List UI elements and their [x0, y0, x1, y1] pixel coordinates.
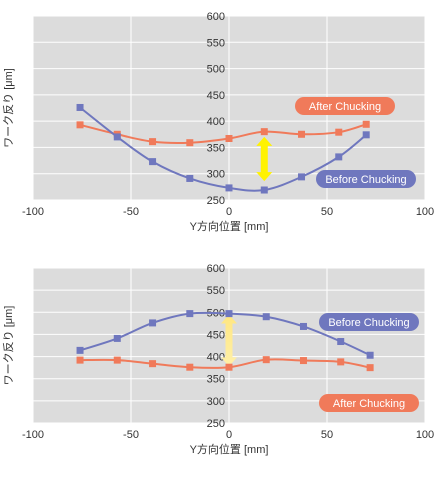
data-point-after-chucking [76, 356, 84, 364]
y-tick-label: 600 [207, 11, 225, 23]
x-tick-label: -100 [22, 429, 44, 441]
data-point-after-chucking [76, 121, 84, 129]
y-tick-label: 300 [207, 396, 225, 408]
data-point-after-chucking [337, 358, 345, 366]
data-point-after-chucking [225, 363, 233, 371]
y-tick-label: 550 [207, 285, 225, 297]
y-tick-label: 350 [207, 374, 225, 386]
data-point-after-chucking [149, 360, 157, 368]
y-tick-label: 400 [207, 352, 225, 364]
data-point-after-chucking [362, 120, 370, 128]
data-point-after-chucking [186, 139, 194, 147]
x-tick-label: 100 [416, 429, 434, 441]
y-tick-label: 400 [207, 116, 225, 128]
data-point-before-chucking [366, 351, 374, 359]
data-point-after-chucking [262, 356, 270, 364]
x-axis-label: Y方向位置 [mm] [190, 442, 269, 456]
data-point-before-chucking [113, 334, 121, 342]
data-point-before-chucking [362, 131, 370, 139]
x-tick-label: -50 [123, 429, 139, 441]
data-point-before-chucking [149, 319, 157, 327]
data-point-before-chucking [186, 174, 194, 182]
double-arrow [256, 136, 273, 182]
chart-1: 250 300 350 400 450 500 550 600 -100 -50 0 50 100 Y方向… [2, 11, 434, 233]
data-point-after-chucking [366, 364, 374, 372]
x-tick-label: 50 [321, 429, 333, 441]
double-arrow [221, 314, 237, 367]
legend-badge-before-chucking [319, 313, 419, 331]
data-point-after-chucking [113, 356, 121, 364]
y-tick-label: 250 [207, 195, 225, 207]
legend-label-after-chucking: After Chucking [333, 398, 405, 410]
data-point-before-chucking [262, 313, 270, 321]
x-tick-label: 50 [321, 206, 333, 218]
legend-label-after-chucking: After Chucking [309, 101, 381, 113]
data-point-before-chucking [260, 186, 268, 194]
y-tick-label: 550 [207, 37, 225, 49]
data-point-after-chucking [335, 128, 343, 136]
data-point-before-chucking [149, 158, 157, 166]
y-tick-label: 250 [207, 418, 225, 430]
x-tick-label: 0 [226, 206, 232, 218]
data-point-before-chucking [113, 133, 121, 141]
x-tick-label: -50 [123, 206, 139, 218]
data-point-before-chucking [298, 173, 306, 181]
data-point-before-chucking [225, 184, 233, 192]
data-point-before-chucking [337, 338, 345, 346]
legend-label-before-chucking: Before Chucking [328, 317, 409, 329]
data-point-before-chucking [186, 310, 194, 318]
data-point-before-chucking [76, 103, 84, 111]
data-point-before-chucking [335, 153, 343, 161]
data-point-after-chucking [149, 138, 157, 146]
y-axis-label: ワーク反り [μm] [2, 306, 15, 386]
legend-badge-before-chucking [316, 170, 416, 188]
legend-badge-after-chucking [319, 394, 419, 412]
data-point-after-chucking [298, 130, 306, 138]
x-axis-label: Y方向位置 [mm] [190, 219, 269, 233]
x-tick-label: -100 [22, 206, 44, 218]
y-tick-label: 450 [207, 90, 225, 102]
y-tick-label: 450 [207, 329, 225, 341]
y-tick-label: 300 [207, 169, 225, 181]
y-tick-label: 500 [207, 64, 225, 76]
x-tick-label: 0 [226, 429, 232, 441]
data-point-after-chucking [225, 134, 233, 142]
legend-label-before-chucking: Before Chucking [325, 174, 406, 186]
data-point-before-chucking [299, 322, 307, 330]
y-tick-label: 350 [207, 142, 225, 154]
data-point-before-chucking [76, 346, 84, 354]
legend-badge-after-chucking [295, 97, 395, 115]
x-tick-label: 100 [416, 206, 434, 218]
y-axis-label: ワーク反り [μm] [2, 68, 15, 148]
data-point-after-chucking [299, 357, 307, 365]
data-point-before-chucking [225, 310, 233, 318]
y-tick-label: 600 [207, 263, 225, 275]
data-point-after-chucking [260, 128, 268, 136]
data-point-after-chucking [186, 363, 194, 371]
